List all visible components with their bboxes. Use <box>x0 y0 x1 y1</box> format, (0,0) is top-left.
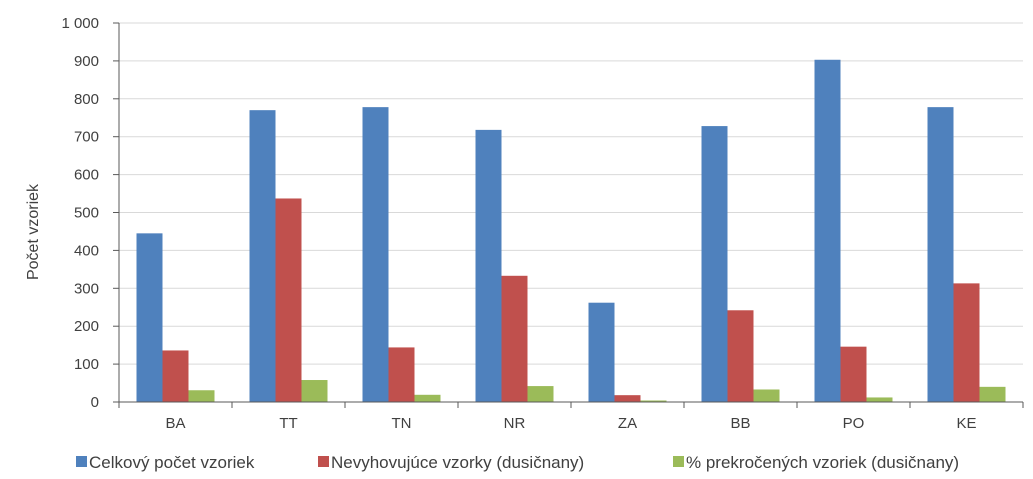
bar-ba-series-2 <box>162 350 189 402</box>
x-tick-label: TT <box>279 415 297 432</box>
bar-ke-series-2 <box>953 283 980 402</box>
x-tick-label: BA <box>165 415 185 432</box>
legend-label: Celkový počet vzoriek <box>89 453 255 472</box>
bar-za-series-1 <box>588 302 615 402</box>
bar-bb-series-1 <box>701 126 728 402</box>
y-tick-label: 800 <box>74 91 99 108</box>
y-tick-label: 700 <box>74 129 99 146</box>
x-tick-label: KE <box>956 415 976 432</box>
bar-tn-series-3 <box>414 394 441 402</box>
legend: Celkový počet vzoriek Nevyhovujúce vzorky… <box>76 453 959 472</box>
y-tick-label: 500 <box>74 205 99 222</box>
y-tick-labels: 0 100 200 300 400 500 600 700 800 900 1 000 <box>61 15 119 411</box>
legend-label: Nevyhovujúce vzorky (dusičnany) <box>331 453 584 472</box>
bar-bb-series-2 <box>727 310 754 402</box>
x-tick-labels: BA TT TN NR ZA BB PO KE <box>118 402 1024 432</box>
bar-nr-series-2 <box>501 275 528 402</box>
bar-tt-series-1 <box>249 110 276 403</box>
bar-po-series-3 <box>866 397 893 402</box>
legend-label: % prekročených vzoriek (dusičnany) <box>686 453 959 472</box>
y-tick-label: 100 <box>74 356 99 373</box>
bar-ba-series-1 <box>136 233 163 402</box>
y-tick-label: 300 <box>74 280 99 297</box>
y-tick-label: 400 <box>74 242 99 259</box>
bar-tt-series-2 <box>275 198 302 402</box>
x-tick-label: BB <box>730 415 750 432</box>
bar-za-series-3 <box>640 400 667 402</box>
bar-ke-series-1 <box>927 107 954 402</box>
x-tick-label: NR <box>504 415 526 432</box>
bar-nr-series-1 <box>475 129 502 403</box>
legend-swatch <box>318 456 329 467</box>
legend-swatch <box>76 456 87 467</box>
y-tick-label: 900 <box>74 53 99 70</box>
y-tick-label: 0 <box>91 394 99 411</box>
bar-za-series-2 <box>614 395 641 402</box>
bars <box>136 59 1006 403</box>
bar-tt-series-3 <box>301 380 328 402</box>
x-tick-label: PO <box>843 415 865 432</box>
y-tick-label: 600 <box>74 167 99 184</box>
bar-po-series-2 <box>840 346 867 402</box>
legend-swatch <box>673 456 684 467</box>
bar-nr-series-3 <box>527 386 554 402</box>
bar-ke-series-3 <box>979 386 1006 402</box>
bar-po-series-1 <box>814 59 841 402</box>
x-tick-label: ZA <box>618 415 637 432</box>
y-tick-label: 200 <box>74 318 99 335</box>
bar-bb-series-3 <box>753 389 780 402</box>
bar-ba-series-3 <box>188 390 215 402</box>
bar-tn-series-2 <box>388 347 415 402</box>
y-tick-label: 1 000 <box>61 15 99 32</box>
y-axis-title: Počet vzoriek <box>25 183 42 280</box>
bar-tn-series-1 <box>362 107 389 402</box>
x-tick-label: TN <box>392 415 412 432</box>
